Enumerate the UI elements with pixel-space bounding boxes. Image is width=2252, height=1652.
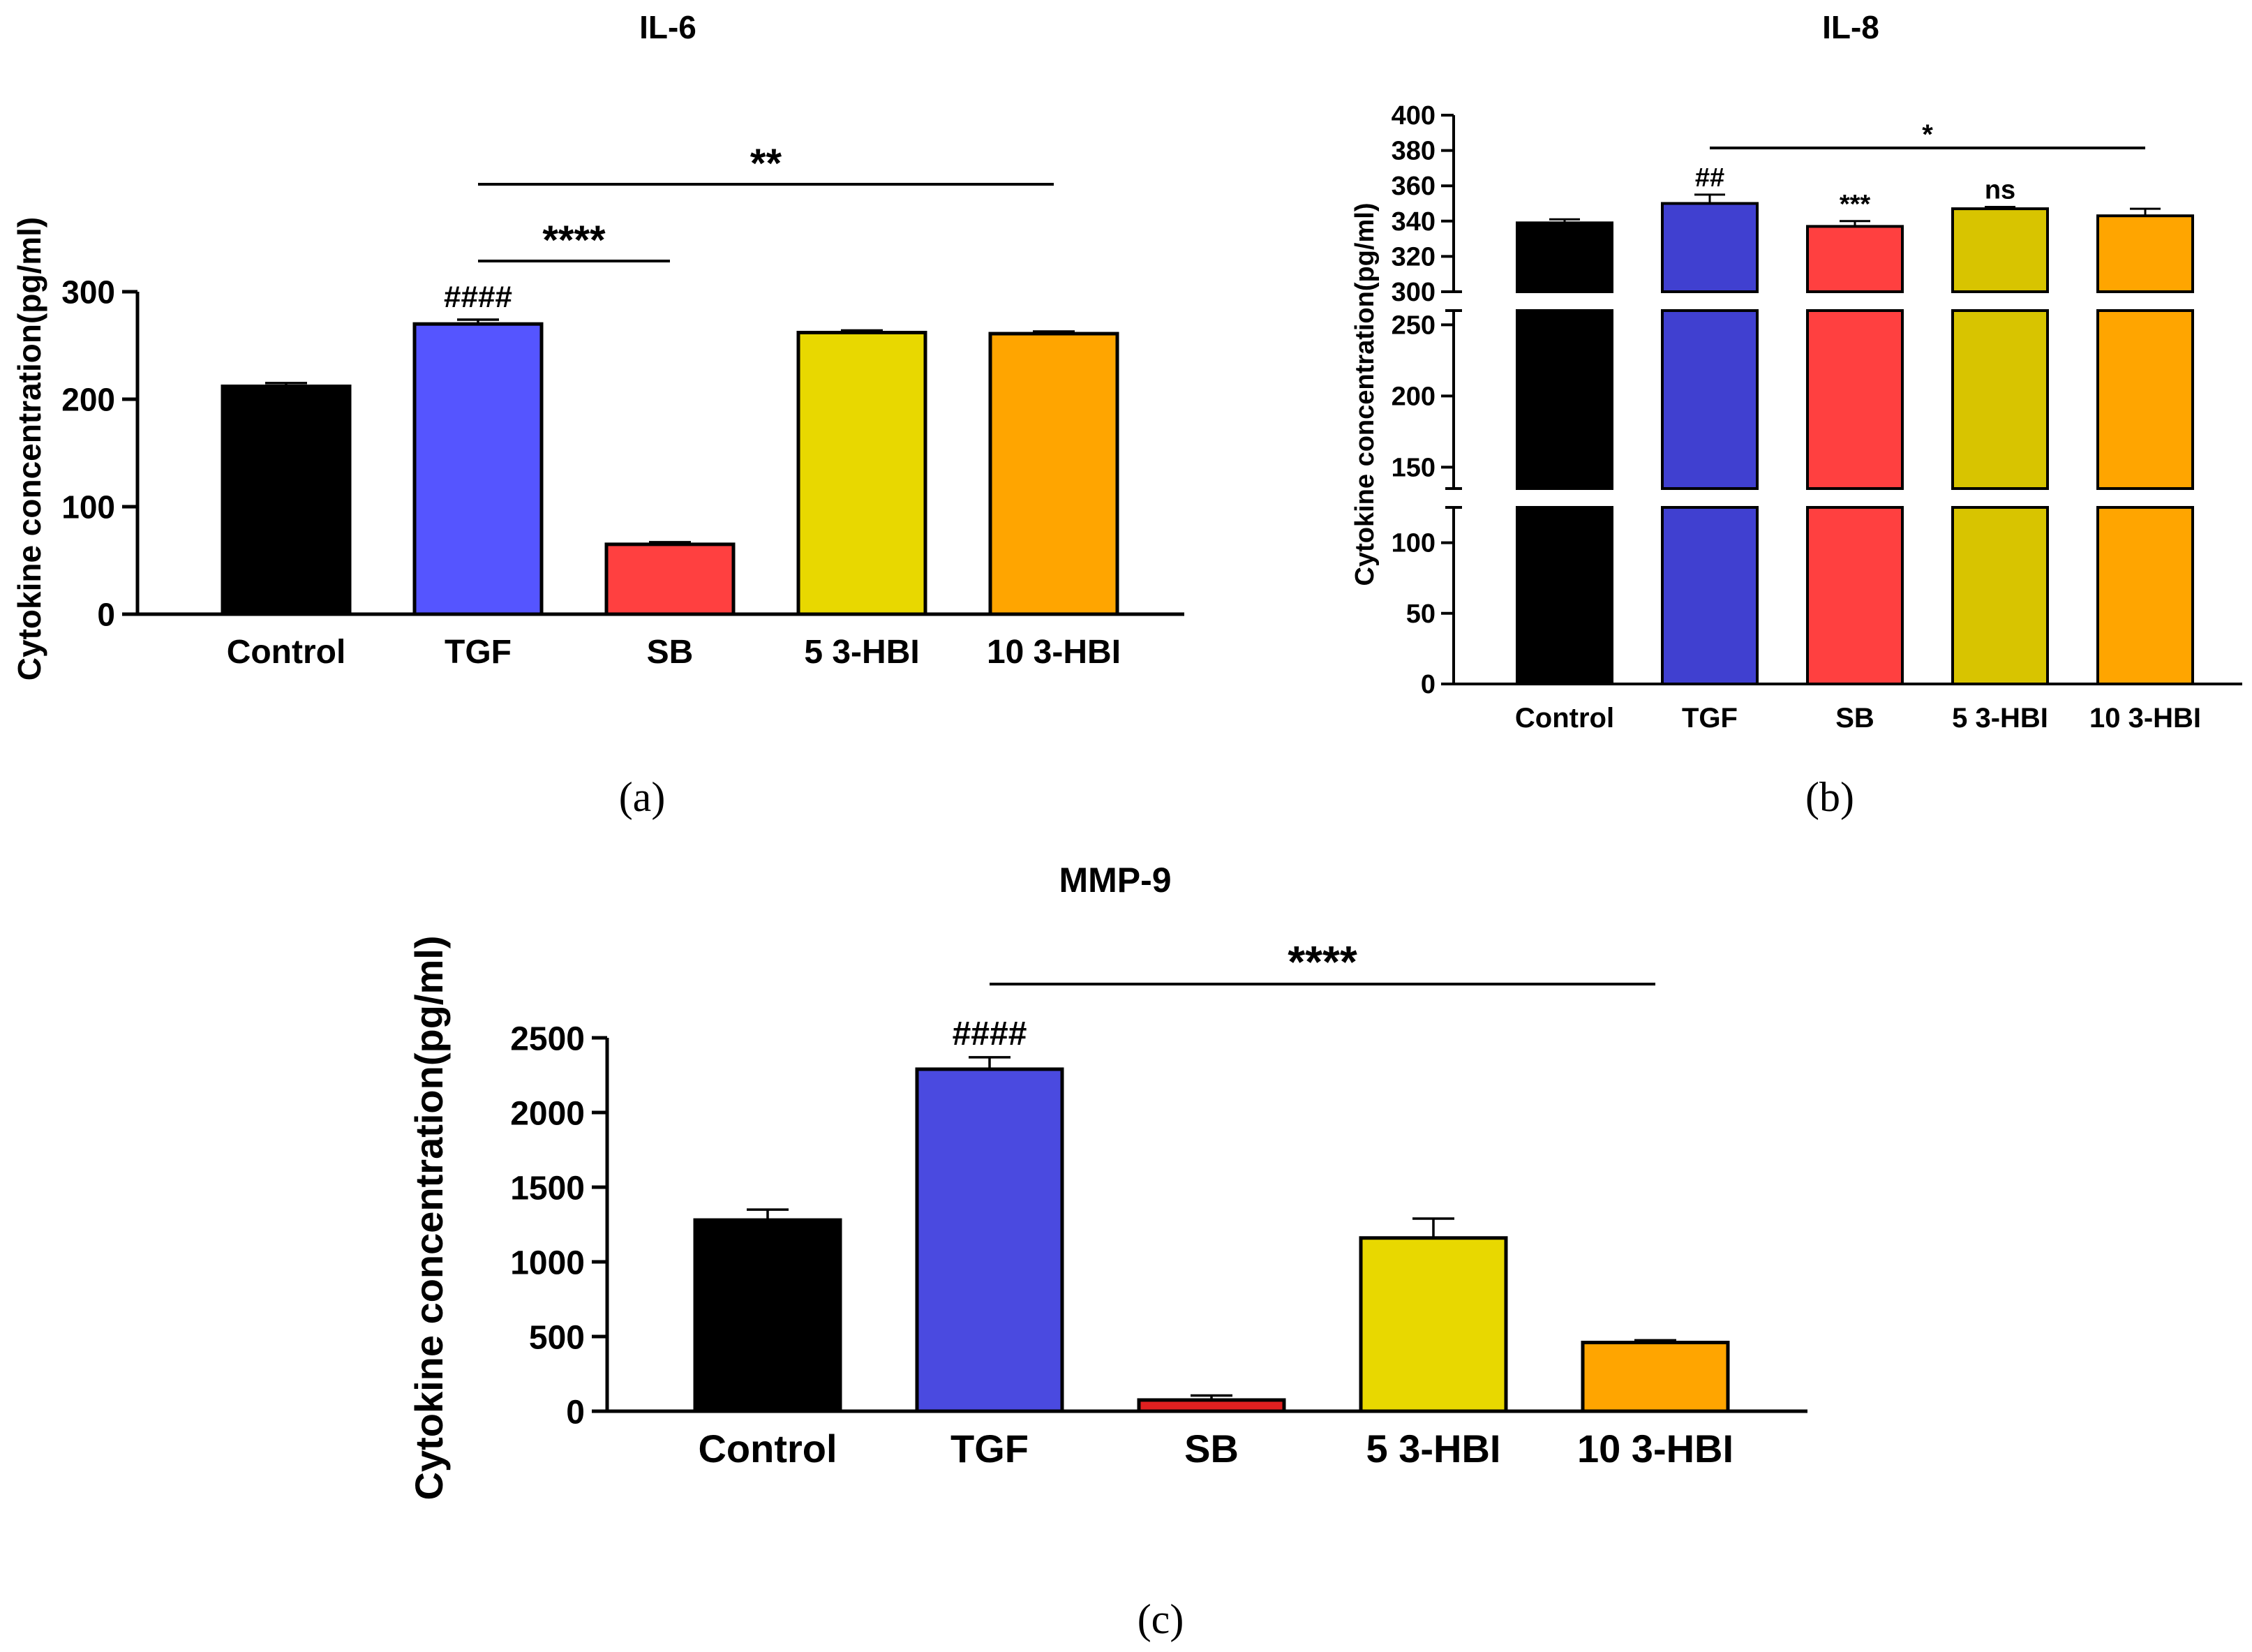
- bar-sb-segment-1: [1806, 309, 1904, 490]
- bar-control: [221, 385, 352, 616]
- x-tick-label-10-3-hbi: 10 3-HBI: [2089, 703, 2201, 734]
- panel-c-label: (c): [1138, 1596, 1184, 1642]
- annotation-tgf: ##: [1695, 163, 1724, 193]
- panel-a-label: (a): [619, 774, 666, 820]
- y-tick-label-0: 0: [97, 597, 115, 633]
- bar-tgf-segment-1: [1661, 309, 1759, 490]
- panel-a-annotations: ####******: [444, 141, 1054, 314]
- x-tick-label-sb: SB: [647, 634, 694, 671]
- x-tick-label-tgf: TGF: [445, 634, 512, 671]
- x-tick-label-5-3-hbi: 5 3-HBI: [1366, 1427, 1501, 1471]
- panel-a-title: IL-6: [639, 9, 696, 45]
- y-tick-label-150: 150: [1392, 453, 1436, 482]
- x-tick-label-10-3-hbi: 10 3-HBI: [987, 634, 1121, 671]
- x-tick-label-sb: SB: [1835, 703, 1874, 734]
- panel-a-axes: 0 100 200 300 Control TGF SB 5 3-HBI 10 3-HBI: [61, 274, 1184, 671]
- panel-a-ylabel: Cytokine concentration(pg/ml): [11, 217, 47, 680]
- y-tick-label-250: 250: [1392, 311, 1436, 340]
- bar-5-3-hbi-segment-0: [1951, 207, 2049, 293]
- x-tick-label-control: Control: [1515, 703, 1614, 734]
- y-tick-label-360: 360: [1392, 172, 1436, 201]
- y-tick-label-380: 380: [1392, 137, 1436, 166]
- panel-c-ylabel: Cytokine concentration(pg/ml): [407, 936, 451, 1501]
- y-tick-label-500: 500: [529, 1319, 585, 1356]
- panel-b-label: (b): [1805, 774, 1854, 820]
- annotation-tgf: ####: [444, 280, 512, 314]
- bar-10-3-hbi-segment-2: [2096, 506, 2194, 685]
- panel-c-mmp9: MMP-9 Cytokine concentration(pg/ml) 0 500…: [407, 861, 1807, 1642]
- y-tick-label-300: 300: [1392, 278, 1436, 307]
- x-tick-label-10-3-hbi: 10 3-HBI: [1577, 1427, 1733, 1471]
- bar-5-3-hbi-segment-1: [1951, 309, 2049, 490]
- y-tick-label-1000: 1000: [510, 1244, 585, 1281]
- panel-c-bars: [693, 1056, 1730, 1413]
- bar-tgf: [412, 322, 544, 616]
- bar-10-3-hbi: [1581, 1341, 1730, 1413]
- x-tick-label-control: Control: [698, 1427, 837, 1471]
- panel-b-bars: [1516, 193, 2194, 685]
- bar-tgf: [915, 1067, 1064, 1413]
- bar-control-segment-2: [1516, 506, 1613, 685]
- sig-label-tgf-10-3-hbi: ****: [1288, 937, 1357, 987]
- bar-tgf-segment-0: [1661, 202, 1759, 293]
- panel-b-title: IL-8: [1822, 9, 1879, 45]
- x-tick-label-sb: SB: [1184, 1427, 1239, 1471]
- bar-sb-segment-2: [1806, 506, 1904, 685]
- y-tick-label-0: 0: [566, 1394, 585, 1431]
- bar-sb-segment-0: [1806, 225, 1904, 294]
- bar-control: [693, 1218, 842, 1413]
- annotation-sb: ***: [1840, 190, 1871, 219]
- y-tick-label-50: 50: [1406, 600, 1436, 629]
- y-tick-label-2000: 2000: [510, 1095, 585, 1132]
- panel-b-il8: IL-8 Cytokine concentration(pg/ml) 0 50 10…: [1350, 9, 2242, 820]
- panel-c-title: MMP-9: [1059, 861, 1171, 900]
- x-tick-label-5-3-hbi: 5 3-HBI: [804, 634, 919, 671]
- panel-c-annotations: #### ****: [953, 937, 1655, 1052]
- panel-b-ylabel: Cytokine concentration(pg/ml): [1350, 203, 1380, 586]
- y-tick-label-200: 200: [1392, 382, 1436, 411]
- bar-control-segment-0: [1516, 221, 1613, 293]
- y-tick-label-100: 100: [61, 489, 115, 526]
- bar-tgf-segment-2: [1661, 506, 1759, 685]
- panel-c-axes: 0 500 1000 1500 2000 2500 Control TGF SB 5 3-HBI 1…: [510, 1020, 1807, 1471]
- x-tick-label-5-3-hbi: 5 3-HBI: [1952, 703, 2048, 734]
- y-tick-label-300: 300: [61, 274, 115, 311]
- sig-label-tgf-10-3-hbi: *: [1922, 119, 1933, 150]
- panel-a-bars: [221, 318, 1119, 616]
- y-tick-label-2500: 2500: [510, 1020, 585, 1057]
- sig-label-tgf-10-3-hbi: **: [750, 141, 782, 186]
- bar-5-3-hbi-segment-2: [1951, 506, 2049, 685]
- y-tick-label-100: 100: [1392, 529, 1436, 558]
- bar-5-3-hbi: [1359, 1236, 1508, 1413]
- panel-b-axes: 0 50 100 150 200 250 300 320 340 360 380 400 Control…: [1392, 101, 2242, 734]
- y-tick-label-0: 0: [1421, 670, 1436, 699]
- bar-10-3-hbi: [988, 332, 1119, 616]
- y-tick-label-400: 400: [1392, 101, 1436, 131]
- annotation-tgf: ####: [953, 1015, 1027, 1052]
- bar-control-segment-1: [1516, 309, 1613, 490]
- panel-a-il6: IL-6 Cytokine concentration(pg/ml) 0 100 2…: [11, 9, 1184, 820]
- x-tick-label-tgf: TGF: [1682, 703, 1738, 734]
- y-tick-label-1500: 1500: [510, 1170, 585, 1207]
- y-tick-label-200: 200: [61, 382, 115, 418]
- panel-b-annotations: ## *** ns *: [1695, 119, 2145, 219]
- annotation-5-3-hbi: ns: [1985, 176, 2015, 205]
- x-tick-label-control: Control: [227, 634, 346, 671]
- sig-label-tgf-sb: ****: [542, 218, 606, 263]
- y-tick-label-320: 320: [1392, 242, 1436, 271]
- bar-10-3-hbi-segment-1: [2096, 309, 2194, 490]
- y-tick-label-340: 340: [1392, 207, 1436, 237]
- bar-5-3-hbi: [796, 331, 927, 616]
- x-tick-label-tgf: TGF: [950, 1427, 1029, 1471]
- bar-10-3-hbi-segment-0: [2096, 214, 2194, 293]
- bar-sb: [604, 542, 736, 616]
